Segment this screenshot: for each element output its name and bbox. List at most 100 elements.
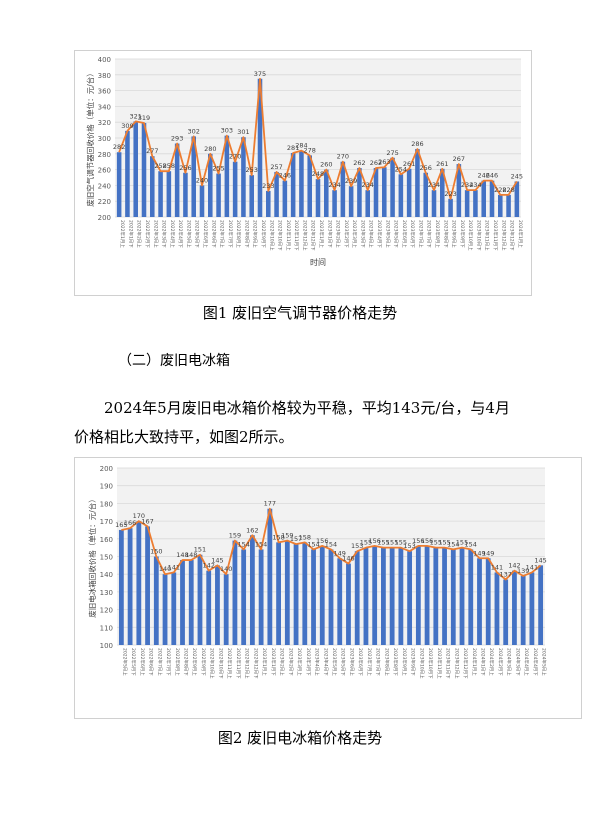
- chart1-xtick-label: 2022年6月上: [202, 220, 209, 248]
- chart1-xtick-label: 2023年6月上: [401, 220, 408, 248]
- chart2-bar: [223, 574, 229, 645]
- chart2-data-label: 155: [438, 539, 450, 547]
- chart1-data-label: 233: [262, 182, 274, 190]
- chart2-data-label: 156: [316, 537, 328, 545]
- chart2-bar: [459, 547, 465, 645]
- chart2-xtick-label: 2024年3月下: [514, 648, 521, 676]
- chart1-xtick-label: 2022年8月下: [243, 220, 250, 248]
- chart2-data-label: 154: [447, 540, 459, 548]
- chart2-xtick-label: 2023年3月下: [305, 648, 312, 676]
- chart1-bar: [431, 190, 437, 217]
- chart2-xtick-label: 2022年10月下: [217, 648, 224, 679]
- chart1-bar: [423, 172, 428, 217]
- chart2-bar: [538, 565, 544, 645]
- chart2-data-label: 167: [141, 517, 153, 525]
- chart1-data-label: 270: [229, 153, 241, 161]
- chart2-bar: [407, 551, 413, 645]
- chart1-bar: [125, 130, 130, 217]
- chart1-data-label: 286: [411, 140, 423, 148]
- chart1-xtick-label: 2023年3月下: [359, 220, 366, 248]
- chart2-xtick-label: 2023年6月上: [348, 648, 355, 676]
- chart2-xtick-label: 2022年12月上: [244, 648, 251, 679]
- chart2-bar: [241, 549, 247, 645]
- chart2-bar: [188, 560, 194, 645]
- chart1-xtick-label: 2023年5月下: [393, 220, 400, 248]
- chart2-xtick-label: 2022年9月上: [191, 648, 198, 676]
- chart1-bar: [440, 168, 445, 217]
- chart2-data-label: 154: [237, 540, 249, 548]
- chart1-xtick-label: 2022年10月下: [277, 220, 284, 251]
- chart1-bar: [158, 171, 163, 217]
- chart2-ytick-label: 160: [100, 536, 113, 544]
- chart1-bar: [257, 78, 263, 217]
- chart1-bar: [498, 194, 503, 217]
- chart2-xtick-label: 2023年11月上: [436, 648, 443, 679]
- chart1-data-label: 309: [121, 122, 133, 130]
- chart2-ytick-label: 200: [100, 465, 113, 473]
- chart1-data-label: 282: [113, 143, 125, 151]
- chart2-data-label: 150: [150, 548, 162, 556]
- chart1-xtick-label: 2022年11月下: [293, 220, 300, 251]
- chart2-xtick-label: 2024年1月下: [479, 648, 486, 676]
- chart1-ytick-label: 320: [98, 119, 111, 127]
- section-heading: （二）废旧电冰箱: [118, 353, 230, 369]
- chart1-bar: [332, 190, 337, 217]
- chart1-xtick-label: 2023年2月上: [335, 220, 342, 248]
- chart1-data-label: 239: [345, 177, 357, 185]
- chart2-xtick-label: 2023年12月下: [462, 648, 469, 679]
- chart1-ylabel: 废旧空气调节器回收价格（单位：元/台）: [85, 69, 95, 207]
- chart1-bar: [514, 181, 520, 217]
- chart1-bar: [324, 169, 329, 217]
- chart1-bar: [348, 186, 354, 217]
- chart2-bar: [328, 549, 334, 645]
- chart2-data-label: 148: [185, 551, 197, 559]
- chart2-xtick-label: 2024年2月上: [488, 648, 495, 676]
- chart2-xtick-label: 2024年4月下: [532, 648, 539, 676]
- chart2-bar: [381, 547, 386, 645]
- chart2-xtick-label: 2024年4月上: [523, 648, 530, 676]
- chart1-bar: [282, 180, 288, 217]
- chart2-xtick-label: 2023年5月下: [340, 648, 347, 676]
- chart1-xtick-label: 2023年8月上: [434, 220, 441, 248]
- chart2-data-label: 154: [255, 540, 267, 548]
- chart2-data-label: 177: [264, 500, 276, 508]
- chart1-data-label: 321: [130, 112, 142, 120]
- chart1-bar: [456, 164, 462, 217]
- chart1-ytick-label: 220: [98, 198, 111, 206]
- chart1-xtick-label: 2022年2月下: [144, 220, 151, 248]
- chart2-xtick-label: 2022年8月下: [183, 648, 190, 676]
- chart2-bar: [267, 508, 273, 645]
- chart2-bar: [503, 579, 509, 645]
- chart1-xtick-label: 2022年4月下: [177, 220, 184, 248]
- chart2-xtick-label: 2023年7月下: [375, 648, 382, 676]
- chart2-bar: [477, 558, 482, 645]
- chart2-data-label: 159: [229, 532, 241, 540]
- chart2-xtick-label: 2022年12月下: [252, 648, 259, 679]
- chart2-data-label: 158: [299, 533, 311, 541]
- chart2-bar: [354, 551, 360, 645]
- chart2-data-label: 148: [176, 551, 188, 559]
- chart2-data-label: 158: [272, 533, 284, 541]
- chart1-ytick-label: 240: [98, 182, 111, 190]
- chart2-bar: [433, 547, 439, 645]
- chart1-bar: [216, 173, 221, 217]
- chart2-ytick-label: 150: [100, 554, 113, 562]
- chart1-xtick-label: 2022年9月下: [260, 220, 267, 248]
- chart1-bar: [315, 179, 321, 217]
- chart2-ytick-label: 140: [100, 571, 113, 579]
- chart2-xtick-label: 2022年7月上: [156, 648, 163, 676]
- chart1-xtick-label: 2023年9月下: [459, 220, 466, 248]
- chart2-xtick-label: 2022年5月上: [121, 648, 128, 676]
- chart2-xtick-label: 2023年11月下: [445, 648, 452, 679]
- chart1-bar: [382, 167, 387, 217]
- chart1-bar: [506, 194, 511, 217]
- chart2-data-label: 154: [465, 540, 477, 548]
- chart2-data-label: 156: [412, 537, 424, 545]
- chart2-data-label: 141: [526, 563, 538, 571]
- chart1-xtick-label: 2023年4月下: [376, 220, 383, 248]
- chart2-xtick-label: 2022年11月上: [226, 648, 233, 679]
- chart1-data-label: 302: [188, 127, 200, 135]
- figure2-svg: 1001101201301401501601701801902001651661…: [87, 465, 548, 679]
- chart1-data-label: 254: [395, 165, 407, 173]
- figure1-caption: 图1 废旧空气调节器价格走势: [202, 304, 398, 322]
